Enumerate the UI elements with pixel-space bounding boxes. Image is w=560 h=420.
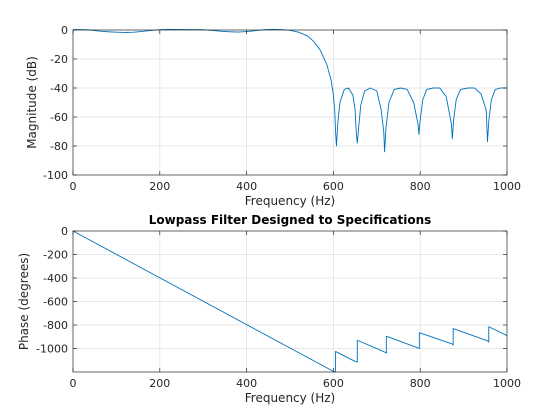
phase-series-line [72, 230, 508, 373]
phase-plot: 0 200 400 600 800 1000 0 -200 -400 -600 -800 -1000 F… [17, 213, 521, 405]
phase-y-tick-label: -1000 [36, 343, 68, 356]
phase-y-tick-label: -200 [43, 249, 68, 262]
phase-y-tick-label: -400 [43, 272, 68, 285]
phase-x-tick-label: 0 [70, 377, 77, 390]
phase-y-axis-label: Phase (degrees) [17, 253, 31, 350]
magnitude-y-tick-label: -20 [50, 53, 68, 66]
magnitude-y-tick-label: 0 [61, 24, 68, 37]
magnitude-x-axis-label: Frequency (Hz) [245, 194, 336, 208]
phase-x-tick-label: 800 [410, 377, 431, 390]
phase-y-tick-label: -600 [43, 296, 68, 309]
magnitude-y-tick-label: -60 [50, 111, 68, 124]
magnitude-x-tick-label: 0 [70, 180, 77, 193]
magnitude-x-tick-label: 200 [149, 180, 170, 193]
magnitude-y-tick-label: -80 [50, 140, 68, 153]
magnitude-plot: 0 200 400 600 800 1000 0 -20 -40 -60 -80 -100 Freque… [25, 24, 521, 208]
phase-x-tick-label: 200 [149, 377, 170, 390]
magnitude-x-tick-label: 400 [236, 180, 257, 193]
phase-x-tick-label: 600 [323, 377, 344, 390]
magnitude-axes-box [72, 29, 508, 176]
magnitude-y-tick-label: -40 [50, 82, 68, 95]
magnitude-series-line [73, 28, 507, 153]
magnitude-x-tick-label: 600 [323, 180, 344, 193]
phase-chart-title: Lowpass Filter Designed to Specification… [149, 213, 432, 227]
magnitude-y-tick-label: -100 [43, 169, 68, 182]
magnitude-y-axis-label: Magnitude (dB) [25, 56, 39, 149]
phase-x-tick-label: 1000 [493, 377, 521, 390]
phase-y-tick-label: 0 [61, 225, 68, 238]
magnitude-x-tick-label: 1000 [493, 180, 521, 193]
magnitude-x-tick-label: 800 [410, 180, 431, 193]
phase-y-tick-label: -800 [43, 319, 68, 332]
phase-x-axis-label: Frequency (Hz) [245, 391, 336, 405]
phase-x-tick-label: 400 [236, 377, 257, 390]
